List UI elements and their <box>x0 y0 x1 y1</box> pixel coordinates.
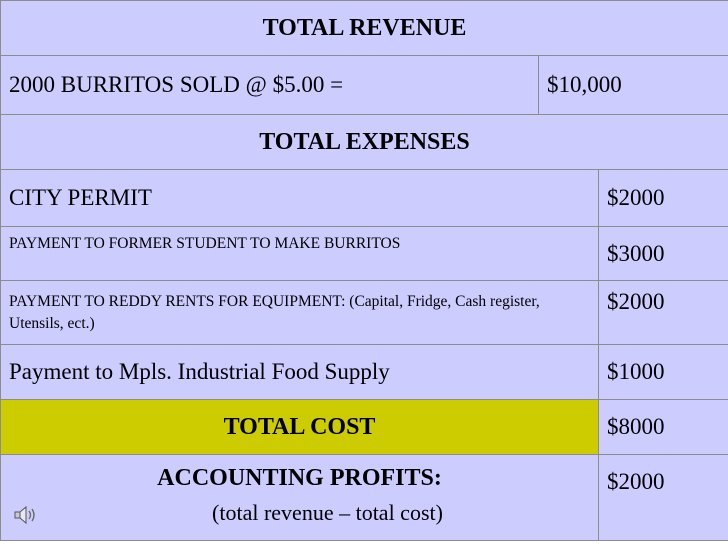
revenue-amount: $10,000 <box>537 55 728 115</box>
revenue-line: 2000 BURRITOS SOLD @ $5.00 = <box>0 55 539 115</box>
expense-amount: $1000 <box>597 344 728 400</box>
expense-amount: $3000 <box>597 226 728 281</box>
total-cost-amount: $8000 <box>597 399 728 455</box>
revenue-row: 2000 BURRITOS SOLD @ $5.00 = $10,000 <box>0 55 728 115</box>
revenue-header: TOTAL REVENUE <box>0 0 728 56</box>
expense-row: PAYMENT TO FORMER STUDENT TO MAKE BURRIT… <box>0 226 728 281</box>
profits-cell: ACCOUNTING PROFITS: (total revenue – tot… <box>0 454 599 541</box>
profits-label: ACCOUNTING PROFITS: <box>157 465 442 491</box>
expenses-header-row: TOTAL EXPENSES <box>0 114 728 170</box>
revenue-header-row: TOTAL REVENUE <box>0 0 728 56</box>
expense-amount: $2000 <box>597 169 728 227</box>
expense-row: CITY PERMIT $2000 <box>0 169 728 227</box>
expense-row: Payment to Mpls. Industrial Food Supply … <box>0 344 728 400</box>
profits-formula: (total revenue – total cost) <box>212 500 443 525</box>
expense-label: CITY PERMIT <box>0 169 599 227</box>
profits-amount: $2000 <box>597 454 728 541</box>
total-cost-label: TOTAL COST <box>0 399 599 455</box>
expenses-header: TOTAL EXPENSES <box>0 114 728 170</box>
expense-amount: $2000 <box>597 280 728 345</box>
expense-label: PAYMENT TO REDDY RENTS FOR EQUIPMENT: (C… <box>0 280 599 345</box>
total-cost-row: TOTAL COST $8000 <box>0 399 728 455</box>
expense-row: PAYMENT TO REDDY RENTS FOR EQUIPMENT: (C… <box>0 280 728 345</box>
profits-row: ACCOUNTING PROFITS: (total revenue – tot… <box>0 454 728 541</box>
speaker-icon[interactable] <box>13 504 39 526</box>
expense-label: PAYMENT TO FORMER STUDENT TO MAKE BURRIT… <box>0 226 599 281</box>
expense-label: Payment to Mpls. Industrial Food Supply <box>0 344 599 400</box>
